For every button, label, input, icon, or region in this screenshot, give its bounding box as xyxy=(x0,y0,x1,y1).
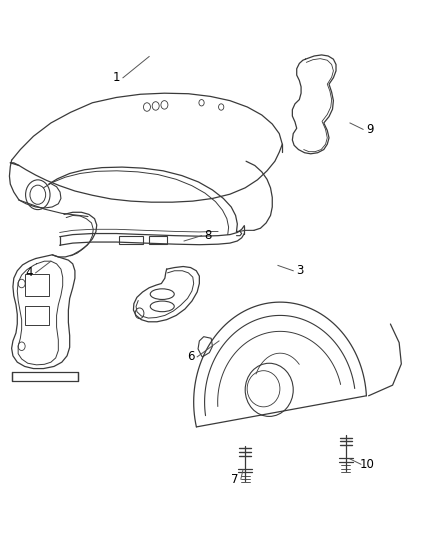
Bar xyxy=(25,274,49,296)
Text: 9: 9 xyxy=(366,123,373,136)
Text: 4: 4 xyxy=(25,266,33,279)
Text: 8: 8 xyxy=(205,229,212,242)
Bar xyxy=(119,236,143,244)
Bar xyxy=(149,236,166,244)
Text: 10: 10 xyxy=(360,458,375,471)
Text: 1: 1 xyxy=(113,71,120,84)
Bar xyxy=(25,306,49,325)
Text: 6: 6 xyxy=(187,350,194,364)
Text: 3: 3 xyxy=(296,264,304,277)
Text: 7: 7 xyxy=(230,473,238,486)
